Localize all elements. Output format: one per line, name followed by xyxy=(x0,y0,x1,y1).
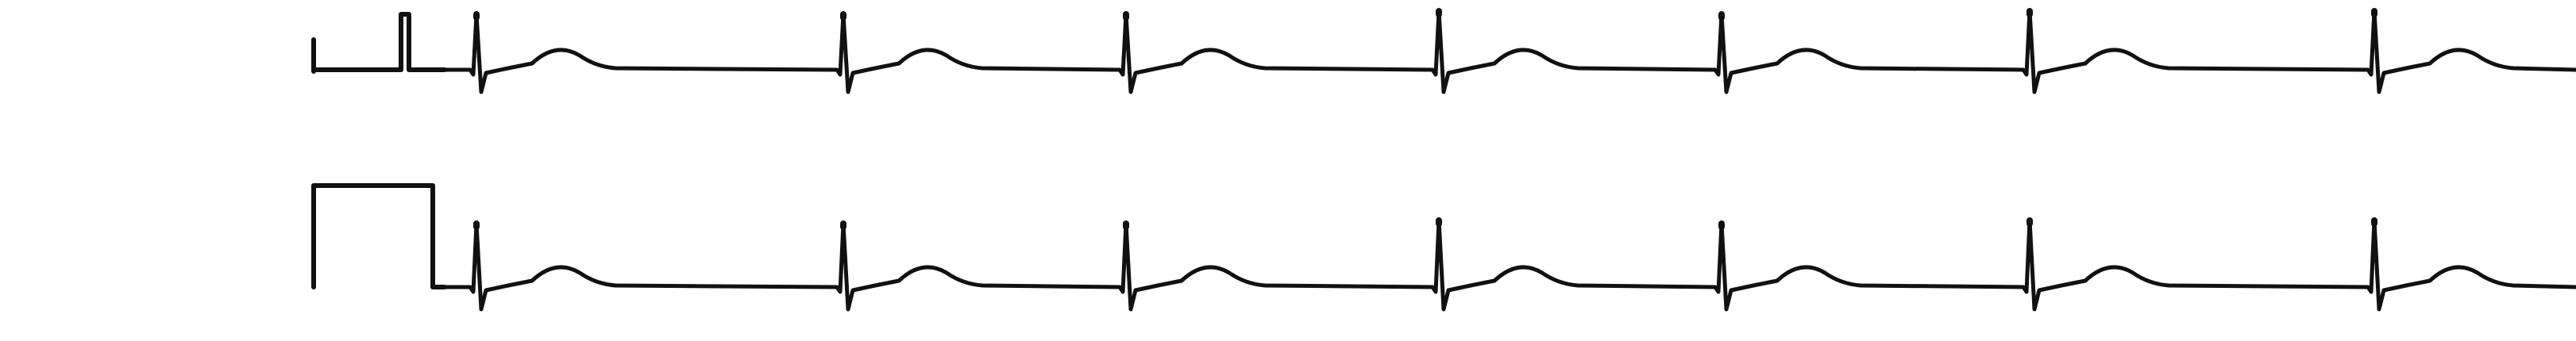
ecg-trace xyxy=(442,218,2576,312)
calibration-pulse xyxy=(311,183,447,289)
lead-row-ii xyxy=(311,183,2576,312)
lead-row-i xyxy=(311,8,2576,94)
ecg-trace xyxy=(442,9,2576,94)
calibration-pulse xyxy=(311,12,447,72)
